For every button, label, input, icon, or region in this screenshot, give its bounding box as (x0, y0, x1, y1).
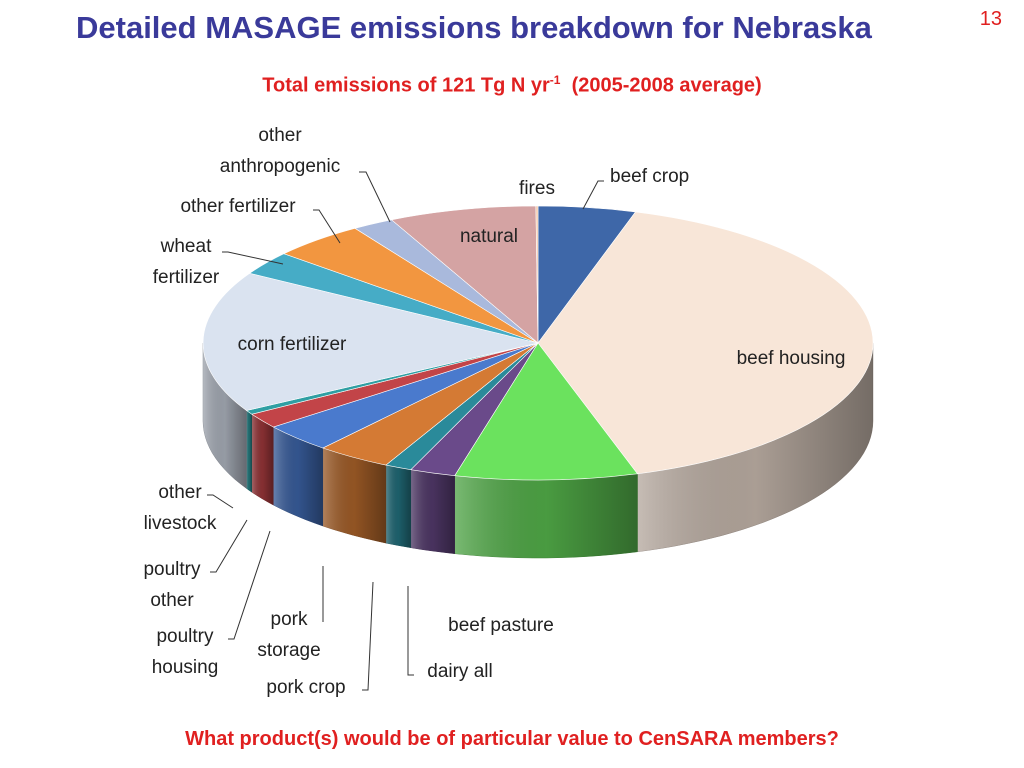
label-other-livestock-line1: other (158, 482, 202, 503)
label-beef-housing: beef housing (737, 348, 846, 369)
label-other-anthropogenic-line1: other (258, 125, 302, 146)
leader-line-poultry-housing (228, 530, 271, 640)
leader-line-other-anthropogenic (359, 171, 391, 223)
leader-line-pork-crop (362, 581, 374, 691)
label-pork-storage-line2: storage (257, 640, 320, 661)
leader-line-dairy-all (407, 586, 414, 676)
pie-slice-beef-pasture (454, 342, 639, 481)
label-wheat-fertilizer-line2: fertilizer (153, 267, 220, 288)
pie-side-shade-pork-storage (322, 448, 386, 544)
leader-line-poultry-other (210, 519, 248, 573)
pie-side-shade-beef-pasture (454, 473, 638, 558)
pie-labels: beef crop beef housing beef pasture dairy a… (143, 125, 845, 698)
label-beef-crop: beef crop (610, 166, 689, 187)
pie-side-shade-corn-fertilizer (203, 343, 247, 489)
leader-line-other-livestock (207, 494, 234, 509)
label-other-anthropogenic-line2: anthropogenic (220, 156, 340, 177)
pie-slice-corn-fertilizer (202, 272, 539, 411)
label-wheat-fertilizer-line1: wheat (160, 236, 212, 257)
label-poultry-housing-line1: poultry (156, 626, 214, 647)
slide-number: 13 (979, 8, 1002, 30)
label-other-livestock-line2: livestock (144, 513, 217, 534)
subtitle-main: Total emissions of 121 Tg N yr (262, 74, 550, 97)
label-poultry-other-line1: poultry (143, 559, 201, 580)
pie-side-shade-other-livestock (246, 410, 252, 493)
pie-tops (202, 205, 874, 481)
slide-title: Detailed MASAGE emissions breakdown for … (76, 10, 872, 45)
leader-line-wheat-fertilizer (222, 251, 284, 265)
label-poultry-housing-line2: housing (152, 657, 219, 678)
label-fires: fires (519, 178, 555, 199)
chart-subtitle: Total emissions of 121 Tg N yr-1 (2005-2… (0, 73, 1024, 98)
pie-side-shade-poultry-other (251, 414, 274, 505)
subtitle-period: (2005-2008 average) (560, 74, 762, 97)
pie-slice-natural (390, 205, 539, 344)
label-pork-crop: pork crop (266, 677, 345, 698)
pie-side-shade-dairy-all (410, 469, 455, 554)
pie-side-shade-pork-crop (385, 465, 411, 548)
leader-line-other-fertilizer (313, 209, 341, 244)
label-natural: natural (460, 226, 518, 247)
subtitle-exponent: -1 (549, 73, 561, 87)
footer-question: What product(s) would be of particular v… (185, 728, 839, 750)
label-dairy-all: dairy all (427, 661, 492, 682)
pie-slice-beef-housing (537, 211, 874, 475)
label-poultry-other-line2: other (150, 590, 194, 611)
leader-line-beef-crop (582, 180, 604, 210)
label-other-fertilizer: other fertilizer (180, 196, 296, 217)
pie-side-shade-poultry-housing (273, 427, 323, 526)
label-corn-fertilizer: corn fertilizer (238, 334, 347, 355)
pie-slice-fires (535, 205, 539, 344)
label-pork-storage-line1: pork (271, 609, 308, 630)
label-beef-pasture: beef pasture (448, 615, 554, 636)
